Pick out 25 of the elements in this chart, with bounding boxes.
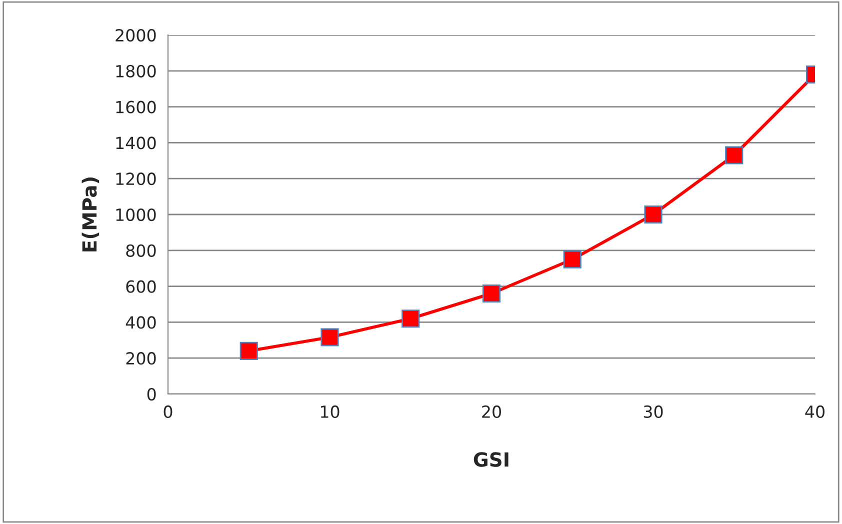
y-tick-label: 1600 (116, 100, 156, 114)
point (402, 310, 420, 328)
x-tick-label: 20 (482, 405, 501, 418)
y-axis-title: E(MPa) (82, 178, 100, 252)
y-tick-label: 400 (126, 316, 156, 329)
y-tick-label: 0 (147, 388, 156, 401)
x-tick-label: 40 (805, 405, 824, 418)
point (725, 146, 744, 164)
x-tick-label: 30 (644, 405, 663, 418)
point (563, 250, 582, 268)
y-tick-label: 1800 (116, 64, 156, 78)
y-tick-label: 200 (126, 352, 156, 365)
point (240, 342, 258, 360)
y-tick-label: 1400 (116, 136, 156, 150)
y-tick-label: 600 (126, 280, 156, 293)
y-tick-label: 1200 (116, 172, 156, 186)
x-axis-title: GSI (474, 452, 508, 467)
x-tick-label: 0 (164, 405, 172, 418)
y-tick-label: 1000 (116, 208, 156, 222)
y-tick-label: 800 (126, 244, 156, 257)
y-tick-label: 2000 (116, 28, 156, 42)
x-tick-label: 10 (320, 405, 340, 418)
point (482, 284, 501, 303)
point (644, 205, 662, 224)
point (320, 328, 339, 346)
